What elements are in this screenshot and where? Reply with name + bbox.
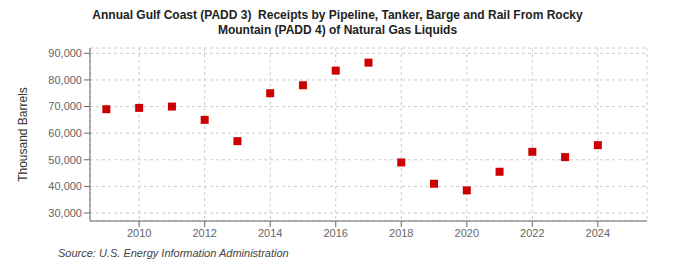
html-text:Source: U.S. Energy Informatio: Source: U.S. Energy Information Administ… bbox=[58, 247, 289, 259]
svg-text:2022: 2022 bbox=[520, 227, 544, 239]
svg-text:30,000: 30,000 bbox=[48, 207, 82, 219]
svg-text:2014: 2014 bbox=[258, 227, 282, 239]
svg-text:40,000: 40,000 bbox=[48, 180, 82, 192]
svg-text:90,000: 90,000 bbox=[48, 47, 82, 59]
svg-text:2010: 2010 bbox=[127, 227, 151, 239]
svg-text:2012: 2012 bbox=[192, 227, 216, 239]
svg-text:50,000: 50,000 bbox=[48, 154, 82, 166]
svg-text:2020: 2020 bbox=[455, 227, 479, 239]
svg-text:2018: 2018 bbox=[389, 227, 413, 239]
svg-text:2024: 2024 bbox=[586, 227, 610, 239]
svg-text:80,000: 80,000 bbox=[48, 74, 82, 86]
svg-text:70,000: 70,000 bbox=[48, 100, 82, 112]
svg-text:2016: 2016 bbox=[323, 227, 347, 239]
html-text:Annual Gulf Coast (PADD 3) Rec: Annual Gulf Coast (PADD 3) Receipts by P… bbox=[92, 8, 583, 22]
svg-text:60,000: 60,000 bbox=[48, 127, 82, 139]
html-text:Mountain (PADD 4) of Natural G: Mountain (PADD 4) of Natural Gas Liquids bbox=[217, 23, 458, 37]
svg-text:Thousand Barrels: Thousand Barrels bbox=[16, 87, 30, 182]
